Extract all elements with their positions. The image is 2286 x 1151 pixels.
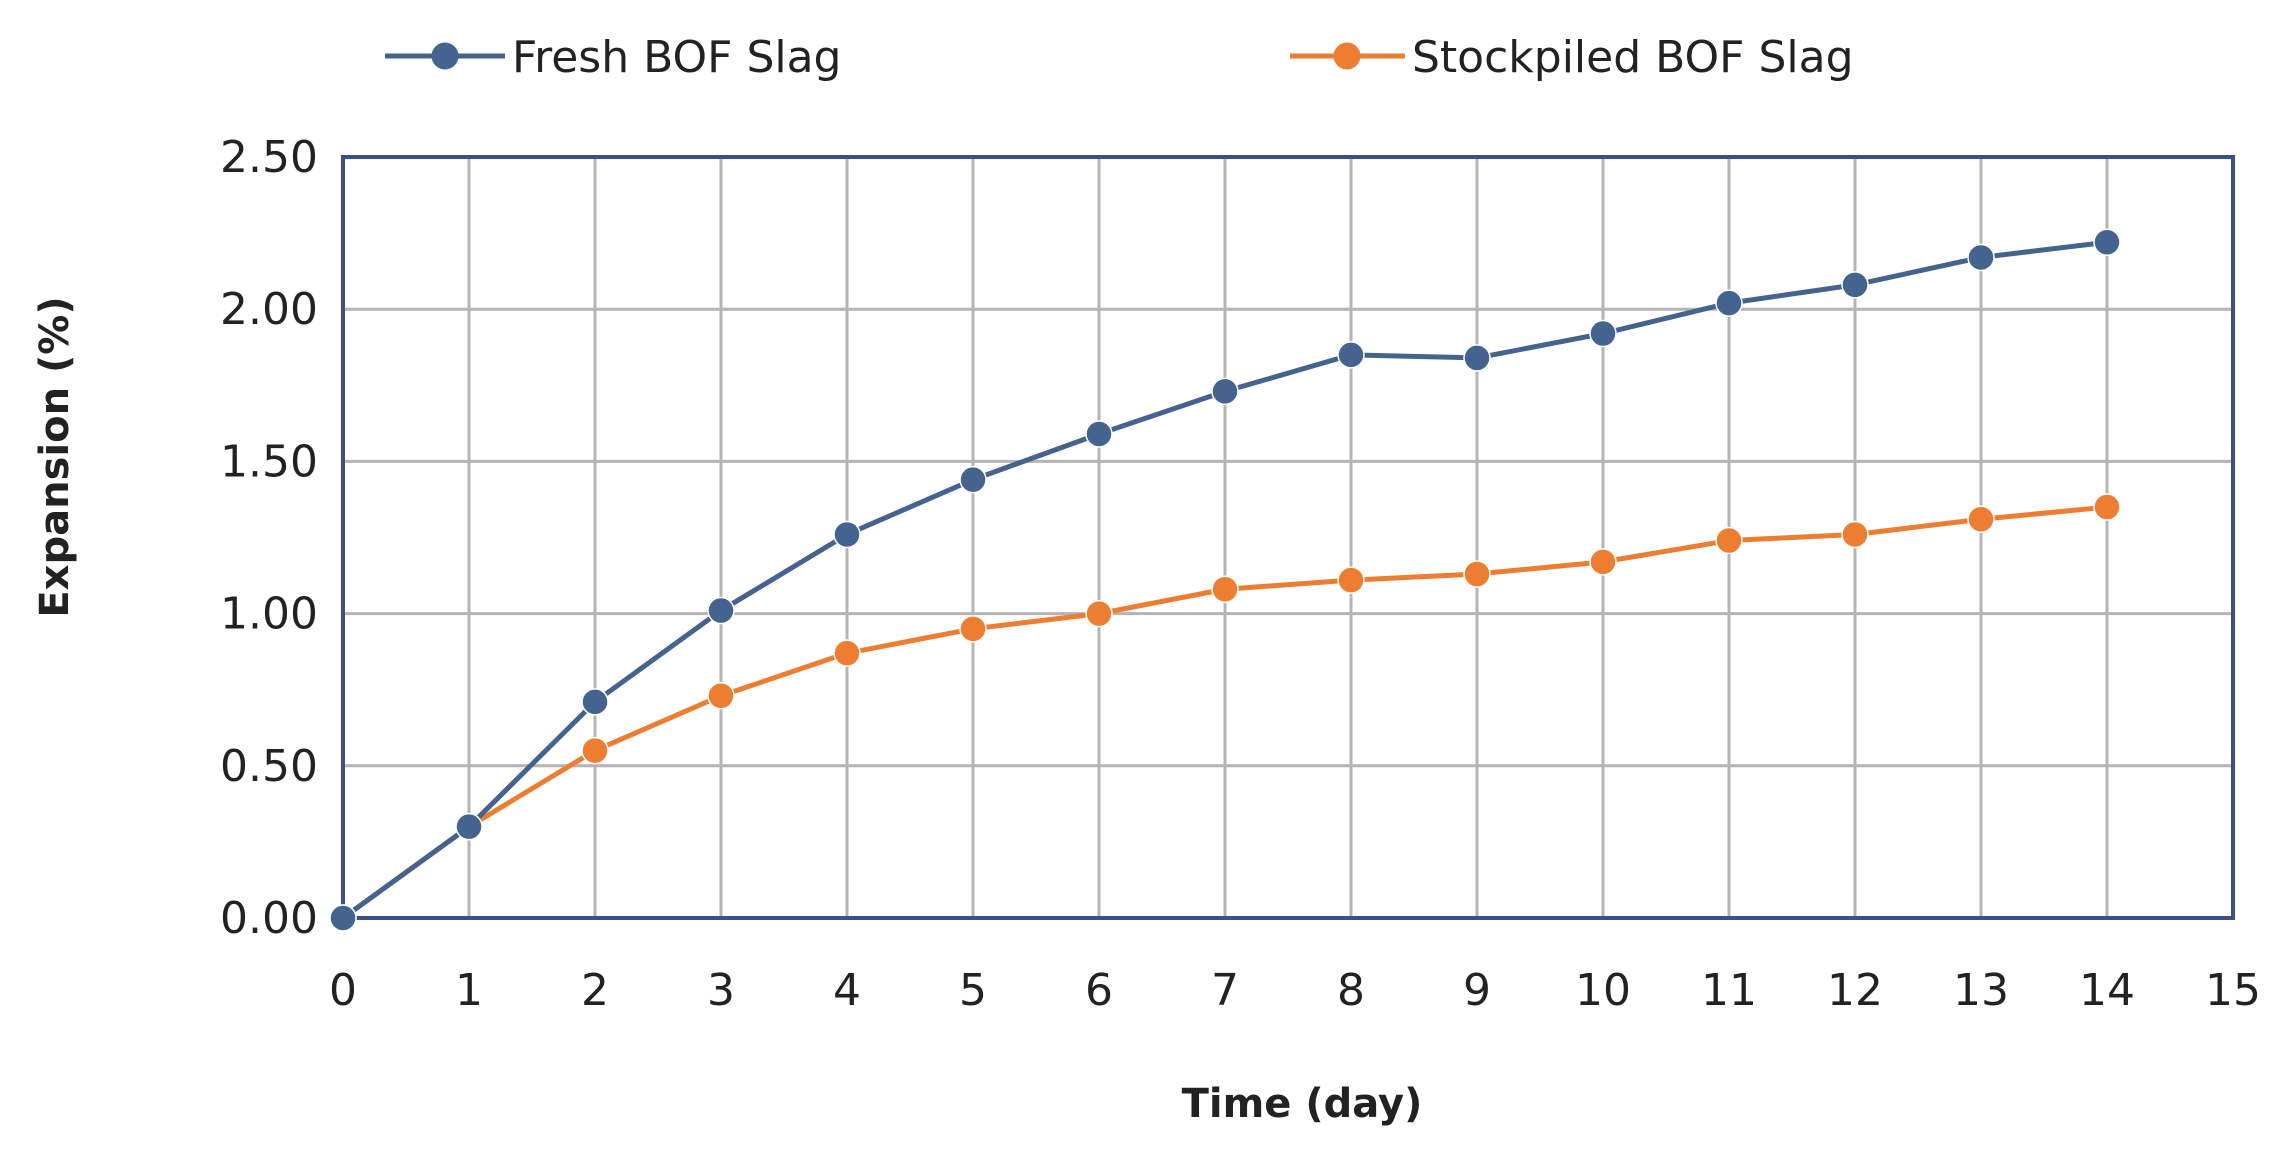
x-axis-tick-labels: 0 1 2 3 4 5 6 7 8 9 10 11 12 13 14 15 (329, 965, 2261, 1016)
x-tick-label-7: 7 (1211, 965, 1239, 1016)
series-0 (329, 228, 2121, 932)
legend-swatch-marker-stockpiled (1333, 42, 1361, 70)
series-0-point-0 (329, 904, 357, 932)
x-tick-label-14: 14 (2079, 965, 2135, 1016)
series-0-point-13 (1967, 243, 1995, 272)
series-1-point-12 (1841, 520, 1869, 549)
x-tick-label-2: 2 (581, 965, 609, 1016)
series-0-point-9 (1463, 344, 1491, 372)
x-tick-label-0: 0 (329, 965, 357, 1016)
series-1-point-11 (1715, 526, 1743, 555)
x-tick-label-10: 10 (1575, 965, 1631, 1016)
series-1-point-14 (2093, 493, 2121, 521)
series-0-point-14 (2093, 228, 2121, 256)
series-0-point-8 (1337, 341, 1365, 369)
y-tick-label-0: 0.00 (220, 893, 318, 944)
series-1-point-9 (1463, 560, 1491, 588)
x-tick-label-4: 4 (833, 965, 861, 1016)
grid-lines (341, 155, 2235, 920)
legend-item-stockpiled-bof-slag: Stockpiled BOF Slag (1290, 32, 1854, 83)
series-0-point-7 (1211, 377, 1239, 406)
series-0-point-10 (1589, 319, 1617, 348)
series-1-point-4 (833, 639, 861, 667)
series-0-point-4 (833, 520, 861, 549)
x-tick-label-3: 3 (707, 965, 735, 1016)
legend: Fresh BOF Slag Stockpiled BOF Slag (385, 32, 1854, 83)
legend-item-fresh-bof-slag: Fresh BOF Slag (385, 32, 841, 83)
y-tick-label-4: 2.00 (220, 284, 318, 335)
y-axis-tick-labels: 0.00 0.50 1.00 1.50 2.00 2.50 (220, 132, 318, 944)
y-tick-label-1: 0.50 (220, 741, 318, 792)
series-0-point-2 (581, 688, 609, 716)
series-1-point-3 (707, 682, 735, 710)
series-1-point-10 (1589, 548, 1617, 576)
series-1-point-5 (959, 615, 987, 643)
x-tick-label-15: 15 (2205, 965, 2261, 1016)
series-0-point-6 (1085, 420, 1113, 448)
x-tick-label-9: 9 (1463, 965, 1491, 1016)
y-tick-label-3: 1.50 (220, 436, 318, 487)
y-tick-label-5: 2.50 (220, 132, 318, 183)
x-tick-label-5: 5 (959, 965, 987, 1016)
x-tick-label-8: 8 (1337, 965, 1365, 1016)
series-0-point-12 (1841, 271, 1869, 299)
series-layer (329, 228, 2121, 932)
series-1-point-2 (581, 736, 609, 765)
x-axis-title: Time (day) (1182, 1081, 1423, 1127)
series-0-point-1 (455, 812, 483, 841)
plot-area-frame (341, 155, 2235, 920)
series-1-point-8 (1337, 566, 1365, 594)
series-0-point-11 (1715, 289, 1743, 317)
x-tick-label-6: 6 (1085, 965, 1113, 1016)
x-tick-label-13: 13 (1953, 965, 2009, 1016)
legend-swatch-marker-fresh (431, 42, 459, 70)
y-axis-title: Expansion (%) (32, 296, 78, 617)
x-tick-label-1: 1 (455, 965, 483, 1016)
y-tick-label-2: 1.00 (220, 589, 318, 640)
series-0-point-5 (959, 465, 987, 494)
series-1-point-7 (1211, 575, 1239, 603)
legend-label-stockpiled-bof-slag: Stockpiled BOF Slag (1412, 32, 1854, 83)
legend-label-fresh-bof-slag: Fresh BOF Slag (512, 32, 841, 83)
series-0-point-3 (707, 596, 735, 625)
series-1-point-13 (1967, 505, 1995, 533)
x-tick-label-11: 11 (1701, 965, 1757, 1016)
series-1-point-6 (1085, 599, 1113, 628)
x-tick-label-12: 12 (1827, 965, 1883, 1016)
